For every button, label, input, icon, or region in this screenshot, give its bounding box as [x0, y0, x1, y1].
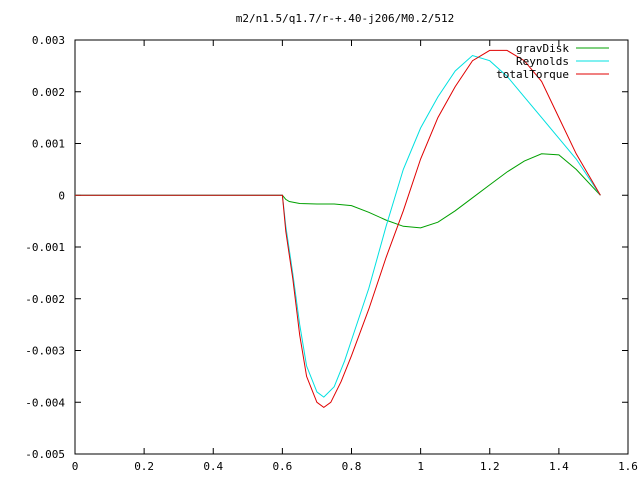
y-tick-label: 0.002 — [32, 86, 65, 99]
x-tick-label: 0.4 — [203, 460, 223, 473]
x-tick-label: 1.2 — [480, 460, 500, 473]
series-line-reynolds — [75, 54, 601, 398]
y-tick-label: -0.002 — [25, 293, 65, 306]
y-tick-label: -0.001 — [25, 241, 65, 254]
chart-title: m2/n1.5/q1.7/r-+.40-j206/M0.2/512 — [236, 12, 455, 25]
series-line-totaltorque — [75, 49, 601, 409]
x-tick-label: 0.2 — [134, 460, 154, 473]
x-tick-label: 1.6 — [618, 460, 638, 473]
y-tick-label: 0.001 — [32, 138, 65, 151]
x-tick-label: 0.6 — [272, 460, 292, 473]
y-tick-label: -0.004 — [25, 396, 65, 409]
y-tick-label: -0.005 — [25, 448, 65, 461]
x-tick-label: 1.4 — [549, 460, 569, 473]
legend-label: Reynolds — [516, 55, 569, 68]
legend-label: totalTorque — [496, 68, 569, 81]
legend-label: gravDisk — [516, 42, 569, 55]
plot-border — [74, 39, 629, 455]
x-tick-label: 1 — [417, 460, 424, 473]
series-line-gravdisk — [75, 153, 601, 229]
y-tick-label: 0 — [58, 189, 65, 202]
plot-frame — [74, 39, 629, 455]
x-tick-label: 0 — [72, 460, 79, 473]
y-tick-label: 0.003 — [32, 34, 65, 47]
y-tick-label: -0.003 — [25, 345, 65, 358]
x-axis: 0 0.2 0.4 0.6 0.8 1 1.2 1.4 1.6 — [72, 40, 638, 473]
y-axis: 0.003 0.002 0.001 0 -0.001 -0.002 -0.003 -0.004… — [25, 34, 628, 461]
series-layer — [75, 49, 601, 409]
x-tick-label: 0.8 — [342, 460, 362, 473]
